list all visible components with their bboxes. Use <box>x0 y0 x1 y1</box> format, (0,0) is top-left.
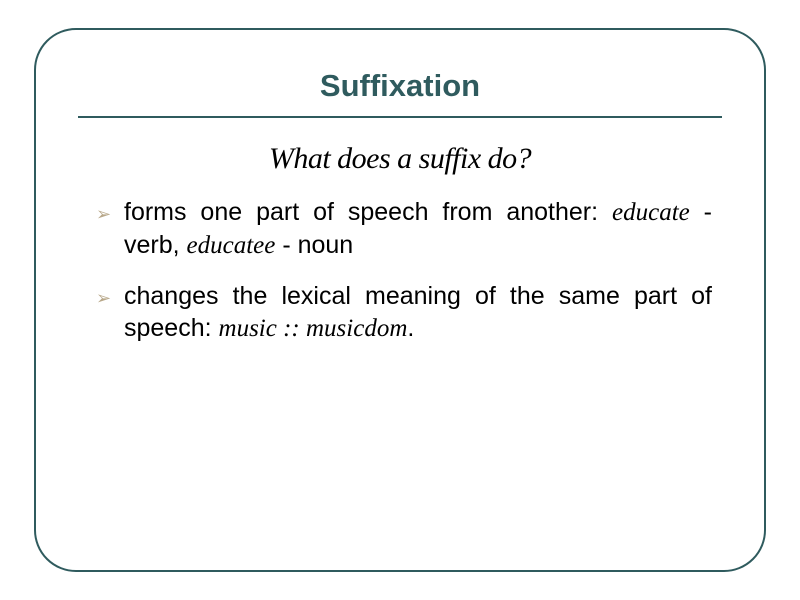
italic-word: educatee <box>187 232 276 259</box>
text-segment: . <box>407 314 414 342</box>
title-underline <box>78 116 722 118</box>
chevron-right-icon: ➢ <box>96 196 124 230</box>
italic-word: educate <box>612 199 690 226</box>
chevron-right-icon: ➢ <box>96 280 124 314</box>
slide-subtitle: What does a suffix do? <box>88 142 712 176</box>
text-segment: changes the lexical meaning of the same … <box>124 282 712 342</box>
bullet-text: forms one part of speech from another: e… <box>124 196 712 262</box>
bullet-text: changes the lexical meaning of the same … <box>124 280 712 345</box>
text-segment: forms one part of speech from another: <box>124 198 612 226</box>
text-segment: - noun <box>275 231 353 259</box>
slide-frame: Suffixation What does a suffix do? ➢ for… <box>34 28 766 572</box>
list-item: ➢ forms one part of speech from another:… <box>96 196 712 262</box>
slide-title: Suffixation <box>88 68 712 104</box>
list-item: ➢ changes the lexical meaning of the sam… <box>96 280 712 345</box>
bullet-list: ➢ forms one part of speech from another:… <box>88 196 712 345</box>
italic-word: music :: musicdom <box>219 315 408 342</box>
